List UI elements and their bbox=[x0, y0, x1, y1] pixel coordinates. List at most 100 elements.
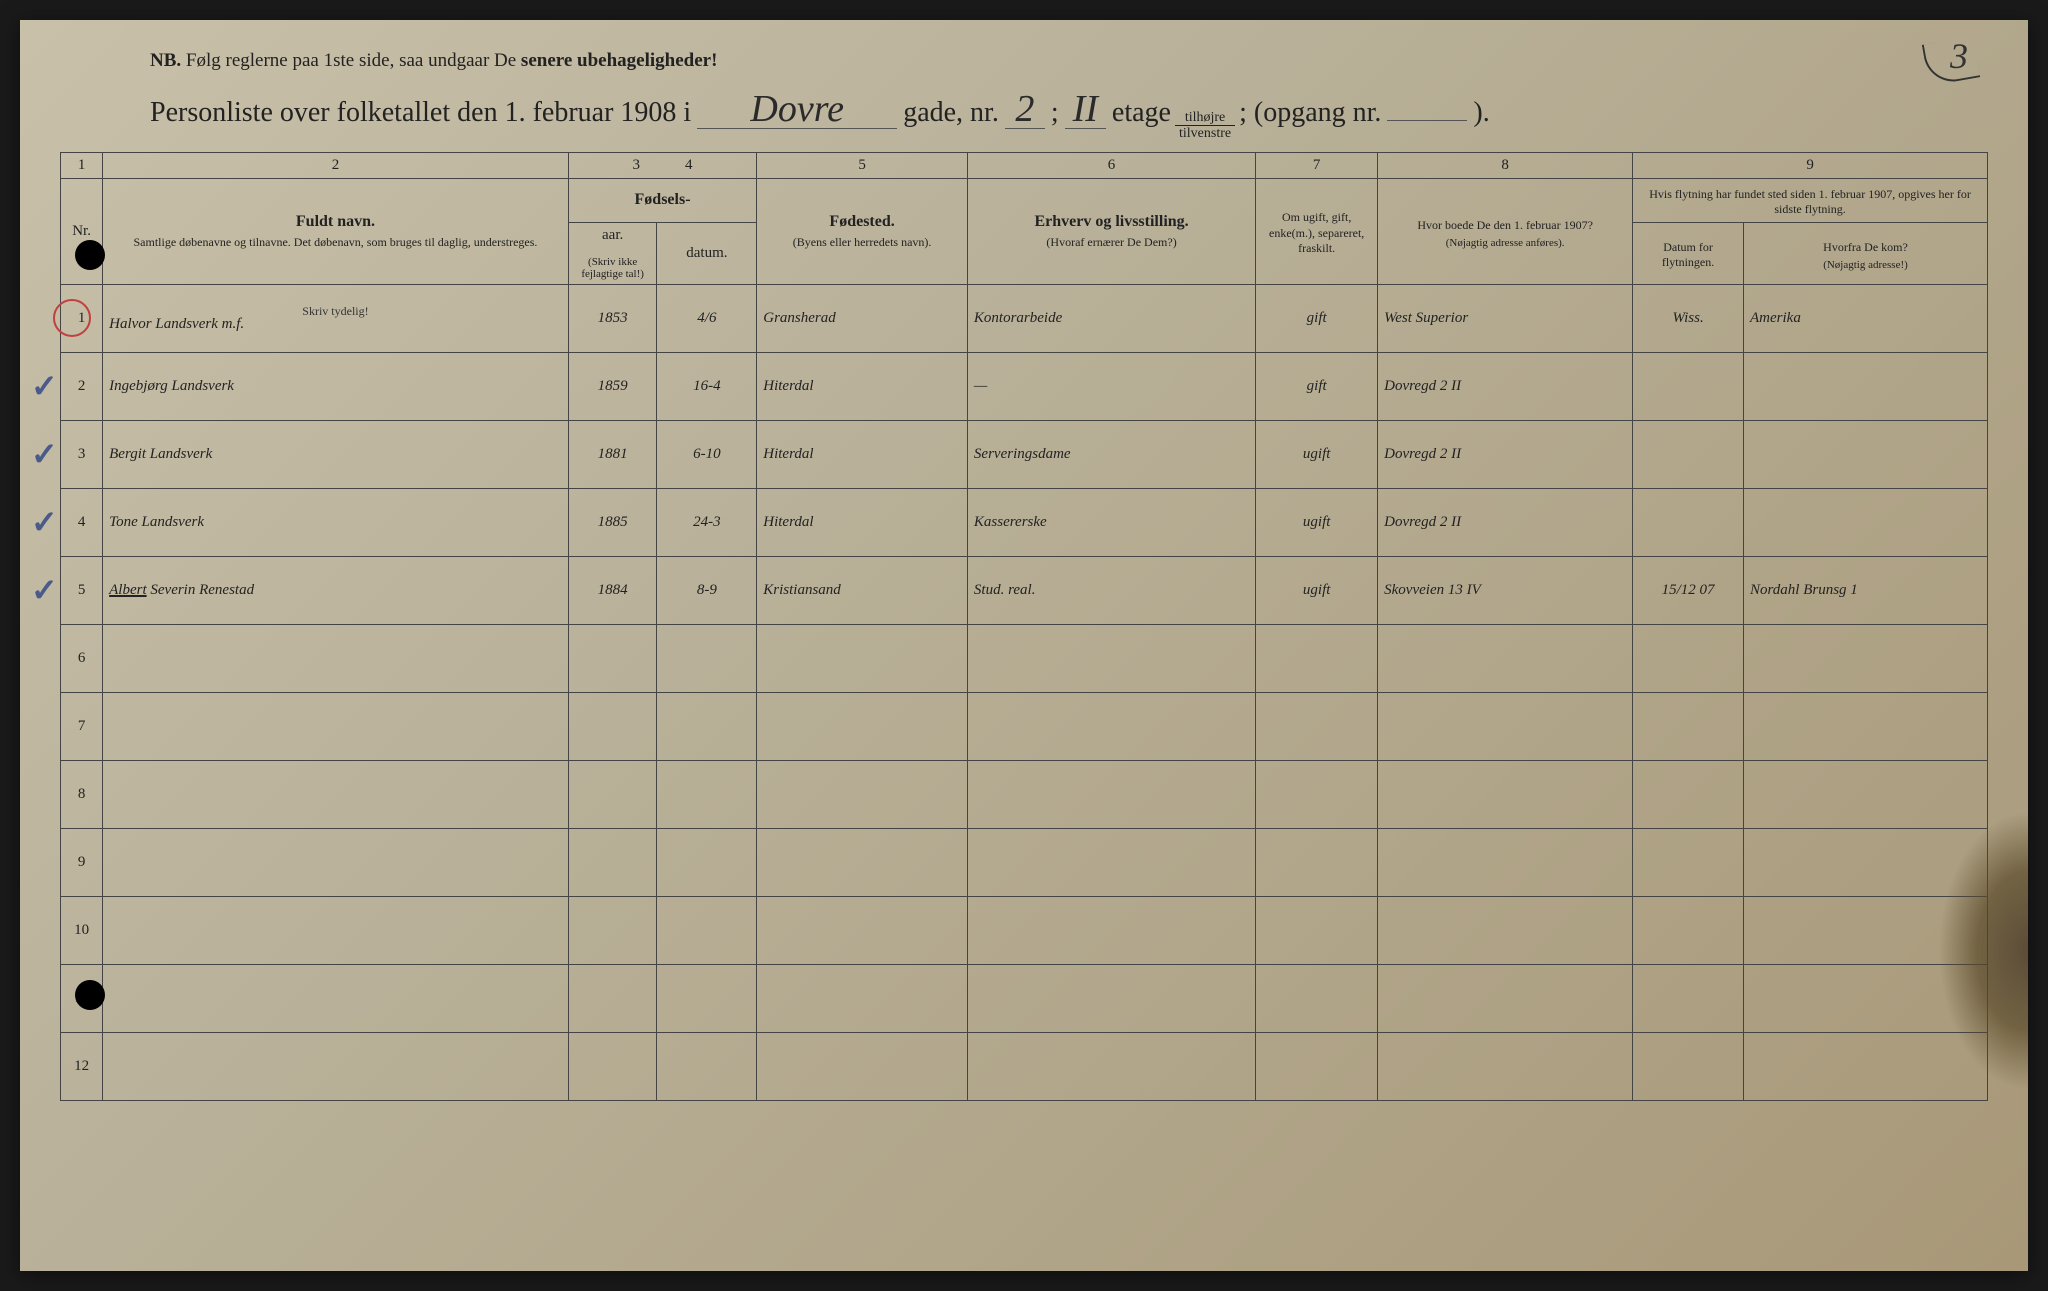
cell-status bbox=[1256, 828, 1378, 896]
cell-year bbox=[568, 896, 657, 964]
nb-prefix: NB. bbox=[150, 50, 181, 71]
cell-move-date bbox=[1633, 624, 1744, 692]
colnum-2: 2 bbox=[103, 152, 569, 178]
cell-occupation bbox=[967, 1032, 1255, 1100]
cell-name: Bergit Landsverk bbox=[103, 420, 569, 488]
cell-move-from: Amerika bbox=[1744, 284, 1988, 352]
cell-move-date bbox=[1633, 488, 1744, 556]
cell-date: 4/6 bbox=[657, 284, 757, 352]
cell-occupation: Serveringsdame bbox=[967, 420, 1255, 488]
colnum-7: 7 bbox=[1256, 152, 1378, 178]
cell-move-from: Nordahl Brunsg 1 bbox=[1744, 556, 1988, 624]
cell-year bbox=[568, 1032, 657, 1100]
cell-date bbox=[657, 964, 757, 1032]
cell-move-from bbox=[1744, 692, 1988, 760]
cell-move-from bbox=[1744, 420, 1988, 488]
cell-date: 16-4 bbox=[657, 352, 757, 420]
cell-move-date bbox=[1633, 964, 1744, 1032]
cell-status bbox=[1256, 896, 1378, 964]
cell-occupation bbox=[967, 964, 1255, 1032]
gade-number-field: 2 bbox=[1005, 90, 1045, 129]
table-row: 1Skriv tydelig!Halvor Landsverk m.f.1853… bbox=[61, 284, 1988, 352]
census-table: 1 2 3 4 5 6 7 8 9 Nr. Fuldt navn. Samtli… bbox=[60, 152, 1988, 1101]
nb-instruction: NB. Følg reglerne paa 1ste side, saa und… bbox=[150, 50, 1988, 72]
cell-year bbox=[568, 760, 657, 828]
cell-move-date bbox=[1633, 692, 1744, 760]
title-close: ). bbox=[1473, 97, 1489, 129]
cell-move-date bbox=[1633, 760, 1744, 828]
table-row: 10 bbox=[61, 896, 1988, 964]
table-row: 7 bbox=[61, 692, 1988, 760]
row-number: 8 bbox=[61, 760, 103, 828]
colnum-9: 9 bbox=[1633, 152, 1988, 178]
header-move-top: Hvis flytning har fundet sted siden 1. f… bbox=[1633, 178, 1988, 222]
cell-addr1907 bbox=[1378, 760, 1633, 828]
cell-date bbox=[657, 828, 757, 896]
cell-status bbox=[1256, 760, 1378, 828]
cell-addr1907 bbox=[1378, 828, 1633, 896]
cell-move-date bbox=[1633, 828, 1744, 896]
row-number: 12 bbox=[61, 1032, 103, 1100]
cell-year: 1884 bbox=[568, 556, 657, 624]
row-number: 11 bbox=[61, 964, 103, 1032]
header-year: aar. (Skriv ikke fejlagtige tal!) bbox=[568, 222, 657, 284]
header-status: Om ugift, gift, enke(m.), separeret, fra… bbox=[1256, 178, 1378, 284]
cell-birthplace bbox=[757, 964, 968, 1032]
cell-occupation bbox=[967, 896, 1255, 964]
cell-name: Tone Landsverk bbox=[103, 488, 569, 556]
cell-addr1907: Dovregd 2 II bbox=[1378, 420, 1633, 488]
cell-birthplace bbox=[757, 828, 968, 896]
cell-birthplace bbox=[757, 1032, 968, 1100]
cell-year bbox=[568, 964, 657, 1032]
cell-addr1907 bbox=[1378, 896, 1633, 964]
header-birth-top: Fødsels- bbox=[568, 178, 756, 222]
cell-move-from bbox=[1744, 352, 1988, 420]
cell-move-date bbox=[1633, 896, 1744, 964]
cell-occupation bbox=[967, 760, 1255, 828]
cell-addr1907: Dovregd 2 II bbox=[1378, 488, 1633, 556]
cell-date bbox=[657, 692, 757, 760]
cell-status bbox=[1256, 964, 1378, 1032]
colnum-6: 6 bbox=[967, 152, 1255, 178]
cell-status: ugift bbox=[1256, 488, 1378, 556]
etage-field: II bbox=[1065, 90, 1106, 129]
cell-year bbox=[568, 692, 657, 760]
cell-status: gift bbox=[1256, 284, 1378, 352]
table-row: 12 bbox=[61, 1032, 1988, 1100]
colnum-1: 1 bbox=[61, 152, 103, 178]
checkmark-icon: ✓ bbox=[31, 435, 58, 473]
cell-year bbox=[568, 828, 657, 896]
cell-name bbox=[103, 760, 569, 828]
cell-move-date bbox=[1633, 420, 1744, 488]
cell-status bbox=[1256, 1032, 1378, 1100]
checkmark-icon: ✓ bbox=[31, 571, 58, 609]
header-nr: Nr. bbox=[61, 178, 103, 284]
row-number: 4✓ bbox=[61, 488, 103, 556]
cell-addr1907 bbox=[1378, 964, 1633, 1032]
table-row: 8 bbox=[61, 760, 1988, 828]
header-move-from: Hvorfra De kom? (Nøjagtig adresse!) bbox=[1744, 222, 1988, 284]
header-move-date: Datum for flytningen. bbox=[1633, 222, 1744, 284]
cell-name bbox=[103, 624, 569, 692]
cell-year: 1853 bbox=[568, 284, 657, 352]
cell-birthplace: Hiterdal bbox=[757, 420, 968, 488]
checkmark-icon: ✓ bbox=[31, 367, 58, 405]
cell-occupation bbox=[967, 624, 1255, 692]
header-row-1: Nr. Fuldt navn. Samtlige døbenavne og ti… bbox=[61, 178, 1988, 222]
cell-move-from bbox=[1744, 488, 1988, 556]
header-date: datum. bbox=[657, 222, 757, 284]
census-form-page: 3 NB. Følg reglerne paa 1ste side, saa u… bbox=[20, 20, 2028, 1271]
cell-name: Albert Severin Renestad bbox=[103, 556, 569, 624]
checkmark-icon: ✓ bbox=[31, 503, 58, 541]
cell-addr1907 bbox=[1378, 692, 1633, 760]
cell-name: Ingebjørg Landsverk bbox=[103, 352, 569, 420]
cell-birthplace bbox=[757, 760, 968, 828]
street-name-field: Dovre bbox=[697, 90, 897, 129]
cell-status bbox=[1256, 692, 1378, 760]
row-number: 2✓ bbox=[61, 352, 103, 420]
nb-text-1: Følg reglerne paa 1ste side, saa undgaar… bbox=[186, 50, 516, 71]
cell-move-date bbox=[1633, 352, 1744, 420]
cell-birthplace: Kristiansand bbox=[757, 556, 968, 624]
cell-move-date: 15/12 07 bbox=[1633, 556, 1744, 624]
opgang-number-field bbox=[1387, 120, 1467, 121]
